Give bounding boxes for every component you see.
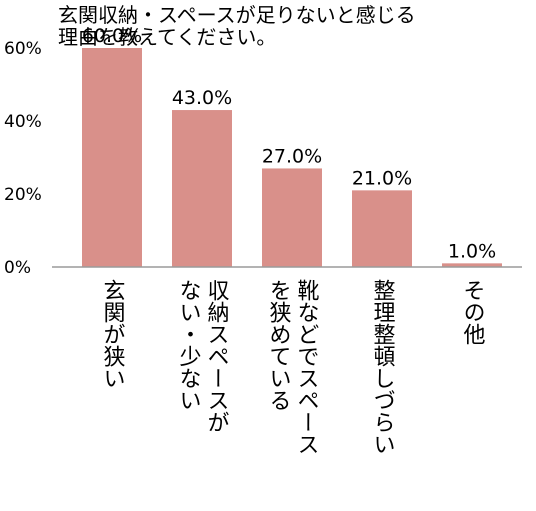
bar xyxy=(172,110,232,267)
category-label: ない・少ない xyxy=(176,279,202,411)
y-tick-label: 60% xyxy=(4,39,42,59)
chart-title-line-2: 理由を教えてください。 xyxy=(58,25,276,49)
chart-title-line-1: 玄関収納・スペースが足りないと感じる xyxy=(58,3,416,27)
category-label: を狭めている xyxy=(266,279,292,411)
category-label: 整理整頓しづらい xyxy=(370,279,396,455)
data-label: 27.0% xyxy=(262,145,322,167)
category-label: 玄関が狭い xyxy=(100,279,126,389)
bar xyxy=(442,263,502,267)
y-tick-label: 20% xyxy=(4,185,42,205)
y-axis-ticks: 0% 20% 40% 60% xyxy=(4,39,42,278)
bars xyxy=(82,48,502,267)
category-label: 収納スペースが xyxy=(204,279,230,433)
bar xyxy=(352,190,412,267)
data-label: 21.0% xyxy=(352,167,412,189)
data-label: 60.0% xyxy=(82,25,142,47)
category-label: 靴などでスペース xyxy=(294,279,320,455)
bar xyxy=(82,48,142,267)
data-labels: 60.0% 43.0% 27.0% 21.0% 1.0% xyxy=(82,25,496,262)
data-label: 1.0% xyxy=(448,240,496,262)
y-tick-label: 0% xyxy=(4,258,31,278)
chart-title: 玄関収納・スペースが足りないと感じる 理由を教えてください。 xyxy=(58,3,416,49)
data-label: 43.0% xyxy=(172,87,232,109)
category-label: その他 xyxy=(460,279,486,345)
y-tick-label: 40% xyxy=(4,112,42,132)
bar xyxy=(262,168,322,267)
